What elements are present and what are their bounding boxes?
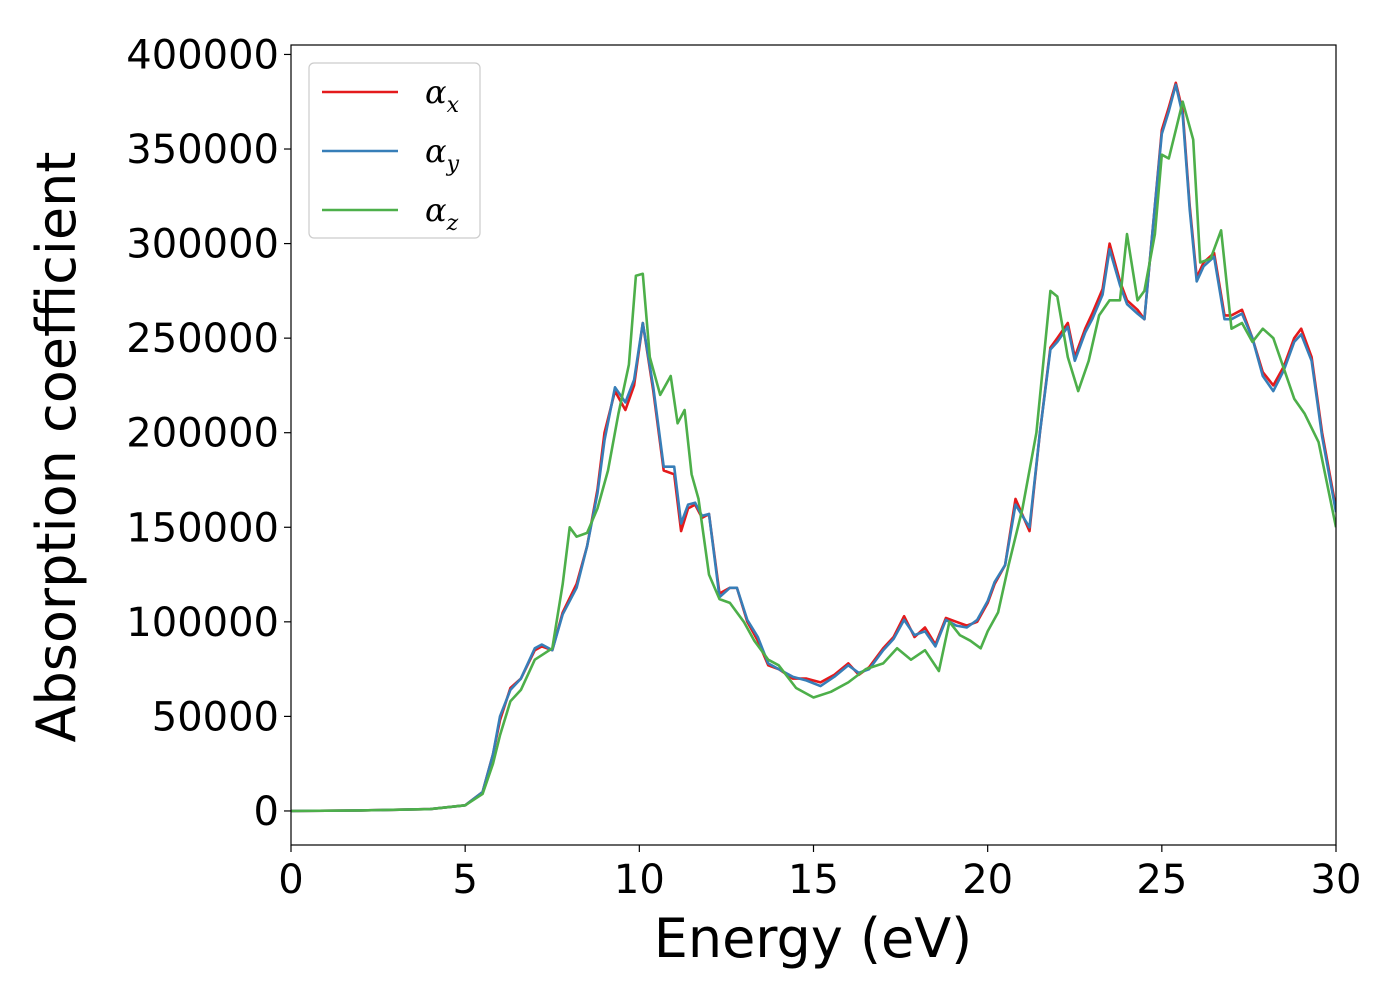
legend-label-alpha-y: αy (425, 132, 460, 177)
y-tick-label: 50000 (152, 694, 279, 740)
x-tick-label: 15 (788, 857, 839, 903)
x-tick-label: 25 (1136, 857, 1187, 903)
legend-label-alpha-z: αz (425, 191, 459, 236)
y-tick-label: 200000 (126, 411, 279, 457)
y-tick-label: 300000 (126, 222, 279, 268)
x-tick-label: 10 (614, 857, 665, 903)
series-line-alpha-z (291, 100, 1336, 813)
legend: αx αy αz (308, 62, 481, 239)
y-tick-label: 250000 (126, 316, 279, 362)
x-tick-label: 5 (452, 857, 477, 903)
y-tick-label: 400000 (126, 32, 279, 78)
y-tick-label: 100000 (126, 600, 279, 646)
y-tick-label: 0 (254, 789, 279, 835)
series-line-alpha-y (291, 83, 1336, 813)
y-tick-label: 350000 (126, 127, 279, 173)
plot-lines (291, 81, 1336, 813)
x-tick-label: 30 (1311, 857, 1362, 903)
x-axis-label: Energy (eV) (654, 907, 973, 970)
x-tick-label: 20 (962, 857, 1013, 903)
legend-label-alpha-x: αx (425, 73, 460, 118)
ticks: 0 5 10 15 20 25 30 0 50000 100000 150000 200000 2500… (126, 32, 1361, 903)
x-tick-label: 0 (278, 857, 303, 903)
y-tick-label: 150000 (126, 505, 279, 551)
y-axis-label: Absorption coefficient (25, 152, 88, 743)
